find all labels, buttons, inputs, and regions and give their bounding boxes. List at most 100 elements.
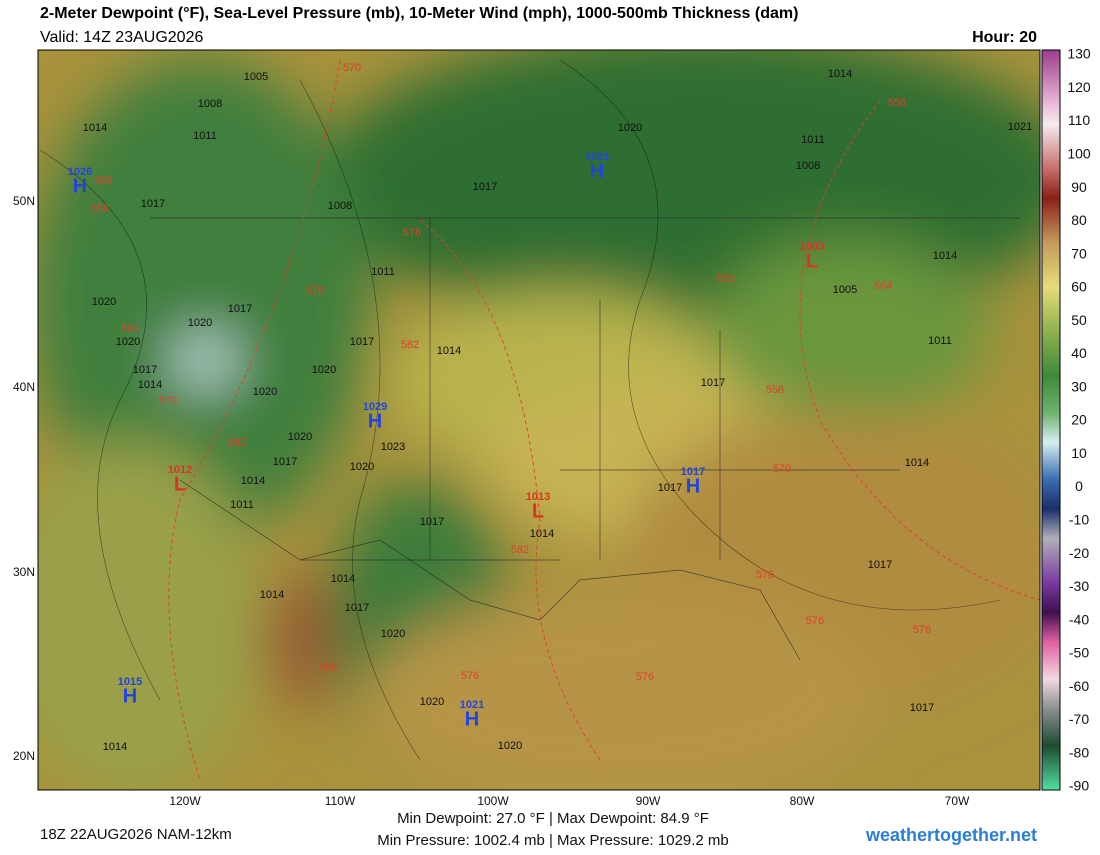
colorbar-label: 20	[1071, 412, 1087, 428]
thickness-label: 576	[913, 624, 931, 636]
colorbar-label: -30	[1069, 578, 1089, 594]
isobar-label: 1014	[828, 68, 852, 80]
isobar-label: 1017	[868, 559, 892, 571]
colorbar-label: 90	[1071, 179, 1087, 195]
isobar-label: 1008	[198, 98, 222, 110]
isobar-label: 1017	[345, 602, 369, 614]
thickness-label: 588	[319, 662, 337, 674]
lon-label: 110W	[325, 794, 356, 808]
valid-time: Valid: 14Z 23AUG2026	[40, 29, 203, 46]
thickness-label: 558	[91, 203, 109, 215]
lat-label: 50N	[13, 194, 35, 208]
isobar-label: 1014	[103, 741, 127, 753]
thickness-label: 576	[461, 670, 479, 682]
thickness-label: 582	[228, 437, 246, 449]
isobar-label: 1020	[312, 364, 336, 376]
colorbar-label: -90	[1069, 778, 1089, 794]
lon-label: 80W	[790, 794, 815, 808]
colorbar-label: 100	[1067, 146, 1091, 162]
colorbar-label: -80	[1069, 744, 1089, 760]
isobar-label: 1017	[701, 377, 725, 389]
isobars	[39, 59, 1001, 761]
lon-label: 90W	[636, 794, 661, 808]
isobar-label: 1014	[138, 379, 162, 391]
map	[38, 50, 1040, 790]
isobar-label: 1020	[498, 740, 522, 752]
center-letter: L	[174, 473, 186, 495]
lat-label: 40N	[13, 380, 35, 394]
boundaries	[150, 217, 1020, 661]
thickness-label: 564	[121, 323, 139, 335]
colorbar-label: -70	[1069, 711, 1089, 727]
thickness-label: 570	[159, 395, 177, 407]
thickness-label: 576	[403, 227, 421, 239]
pressure-range: Min Pressure: 1002.4 mb | Max Pressure: …	[377, 832, 729, 849]
isobar-label: 1011	[801, 134, 825, 146]
center-letter: L	[806, 250, 818, 272]
isobar-label: 1020	[618, 122, 642, 134]
thickness-label: 558	[766, 384, 784, 396]
colorbar-label: 80	[1071, 212, 1087, 228]
isobar-label: 1017	[141, 198, 165, 210]
isobar-label: 1011	[193, 130, 217, 142]
forecast-hour: Hour: 20	[972, 29, 1037, 46]
isobar-label: 1020	[116, 336, 140, 348]
isobar-label: 1014	[530, 528, 554, 540]
colorbar-label: -10	[1069, 512, 1089, 528]
colorbar-label: 0	[1075, 478, 1083, 494]
isobar-label: 1017	[910, 702, 934, 714]
thickness-label: 576	[806, 615, 824, 627]
colorbar-label: 30	[1071, 378, 1087, 394]
isobar-label: 1017	[133, 364, 157, 376]
isobar-label: 1020	[381, 628, 405, 640]
thickness-label: 552	[717, 273, 735, 285]
lat-label: 20N	[13, 749, 35, 763]
isobar-label: 1020	[92, 296, 116, 308]
center-pressure: 1003	[800, 241, 824, 253]
colorbar	[1041, 49, 1061, 791]
isobar-label: 1014	[437, 345, 461, 357]
thickness-label: 582	[511, 544, 529, 556]
isobar-label: 1005	[244, 71, 268, 83]
colorbar-label: 130	[1067, 46, 1091, 62]
colorbar-label: 110	[1068, 112, 1091, 128]
isobar-label: 1014	[260, 589, 284, 601]
center-pressure: 1021	[585, 151, 609, 163]
model-run: 18Z 22AUG2026 NAM-12km	[40, 826, 232, 843]
thickness-contours	[168, 59, 1040, 781]
center-pressure: 1013	[526, 491, 550, 503]
center-letter: H	[465, 708, 479, 730]
thickness-label: 576	[756, 569, 774, 581]
isobar-label: 1008	[796, 160, 820, 172]
map-frame	[37, 49, 1041, 791]
center-letter: H	[368, 410, 382, 432]
isobar-label: 1014	[241, 475, 265, 487]
dewpoint-range: Min Dewpoint: 27.0 °F | Max Dewpoint: 84…	[397, 810, 709, 827]
center-letter: H	[123, 685, 137, 707]
isobar-label: 1017	[658, 482, 682, 494]
thickness-label: 576	[636, 671, 654, 683]
site-link[interactable]: weathertogether.net	[865, 825, 1037, 845]
lon-label: 70W	[945, 794, 970, 808]
isobar-label: 1011	[371, 266, 395, 278]
isobar-label: 1005	[833, 284, 857, 296]
center-pressure: 1026	[68, 166, 92, 178]
thickness-label: 570	[773, 463, 791, 475]
center-pressure: 1021	[460, 699, 484, 711]
thickness-label: 576	[306, 285, 324, 297]
isobar-label: 1011	[928, 335, 952, 347]
colorbar-label: -50	[1069, 645, 1089, 661]
isobar-label: 1020	[350, 461, 374, 473]
isobar-label: 1020	[253, 386, 277, 398]
isobar-label: 1008	[328, 200, 352, 212]
lon-label: 100W	[477, 794, 509, 808]
colorbar-label: 50	[1071, 312, 1087, 328]
dewpoint-field	[38, 50, 1040, 790]
isobar-label: 1021	[1008, 121, 1032, 133]
isobar-label: 1014	[933, 250, 957, 262]
title: 2-Meter Dewpoint (°F), Sea-Level Pressur…	[40, 5, 798, 22]
isobar-label: 1017	[273, 456, 297, 468]
thickness-label: 558	[94, 175, 112, 187]
center-letter: H	[73, 175, 87, 197]
isobar-label: 1011	[230, 499, 254, 511]
